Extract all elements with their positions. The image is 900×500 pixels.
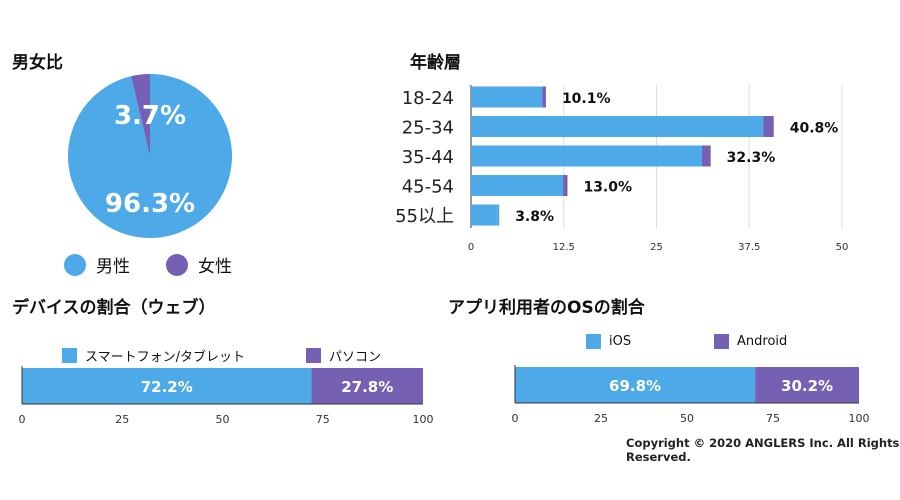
legend-male-label: 男性	[96, 257, 130, 277]
legend-smartphone-label: スマートフォン/タブレット	[85, 350, 245, 365]
device-xtick-label: 25	[115, 413, 129, 426]
age-xtick-label: 25	[650, 242, 663, 253]
legend-smartphone: スマートフォン/タブレット	[62, 346, 245, 365]
legend-pc: パソコン	[306, 346, 381, 365]
os-value-label: 30.2%	[781, 377, 833, 395]
os-segment	[515, 367, 756, 403]
device-value-label: 27.8%	[341, 378, 393, 396]
age-bar-tip	[763, 116, 774, 137]
age-value-label: 13.0%	[583, 180, 632, 196]
legend-ios-swatch	[586, 334, 601, 349]
age-bar-tip	[563, 175, 568, 196]
device-segment	[311, 368, 423, 404]
age-bar	[471, 116, 764, 137]
age-xtick-label: 0	[468, 242, 474, 253]
age-bar-tip	[701, 145, 711, 167]
age-bar	[471, 204, 497, 226]
legend-female-swatch	[166, 253, 188, 276]
os-chart-title: アプリ利用者のOSの割合	[448, 298, 645, 318]
legend-android-label: Android	[737, 334, 788, 349]
legend-male: 男性	[64, 252, 130, 277]
gender-chart-title: 男女比	[12, 53, 63, 73]
age-bar	[471, 175, 564, 196]
os-xtick-label: 0	[512, 412, 519, 425]
age-value-label: 32.3%	[727, 150, 776, 166]
legend-female: 女性	[166, 252, 232, 277]
os-xtick-label: 50	[680, 412, 694, 425]
device-value-label: 72.2%	[141, 378, 193, 396]
device-xtick-label: 0	[19, 413, 26, 426]
pie-label-female: 3.7%	[114, 101, 186, 131]
device-xtick-label: 50	[216, 413, 230, 426]
legend-ios: iOS	[586, 334, 631, 349]
device-segment	[22, 368, 312, 404]
legend-ios-label: iOS	[609, 334, 632, 349]
os-segment	[755, 367, 859, 403]
legend-android: Android	[714, 334, 787, 349]
copyright-text: Copyright © 2020 ANGLERS Inc. All Rights…	[626, 436, 900, 464]
age-category-label: 55以上	[395, 206, 454, 227]
os-xtick-label: 25	[594, 412, 608, 425]
legend-female-label: 女性	[198, 257, 232, 277]
device-xtick-label: 75	[316, 413, 330, 426]
os-value-label: 69.8%	[609, 377, 661, 395]
age-xtick-label: 50	[836, 242, 849, 253]
age-bar-tip	[542, 86, 546, 108]
age-bar	[471, 86, 543, 108]
os-xtick-label: 75	[766, 412, 780, 425]
age-bar-tip	[496, 204, 500, 226]
age-xtick-label: 12.5	[553, 242, 575, 253]
age-category-label: 18-24	[402, 88, 454, 109]
age-value-label: 3.8%	[515, 209, 554, 225]
legend-male-swatch	[64, 253, 86, 276]
legend-smartphone-swatch	[62, 348, 77, 363]
legend-pc-swatch	[306, 348, 321, 363]
pie-slice-female	[131, 74, 150, 156]
age-bar	[471, 145, 702, 167]
age-category-label: 25-34	[402, 118, 454, 139]
pie-label-male: 96.3%	[105, 189, 195, 219]
device-chart-title: デバイスの割合（ウェブ）	[12, 298, 216, 318]
legend-pc-label: パソコン	[329, 350, 382, 365]
age-xtick-label: 37.5	[738, 242, 760, 253]
os-xtick-label: 100	[849, 412, 870, 425]
age-value-label: 40.8%	[790, 121, 839, 137]
age-value-label: 10.1%	[562, 91, 611, 107]
device-xtick-label: 100	[413, 413, 434, 426]
legend-android-swatch	[714, 334, 729, 349]
age-category-label: 45-54	[402, 177, 454, 198]
age-chart-title: 年齢層	[410, 53, 461, 73]
age-category-label: 35-44	[402, 147, 454, 168]
